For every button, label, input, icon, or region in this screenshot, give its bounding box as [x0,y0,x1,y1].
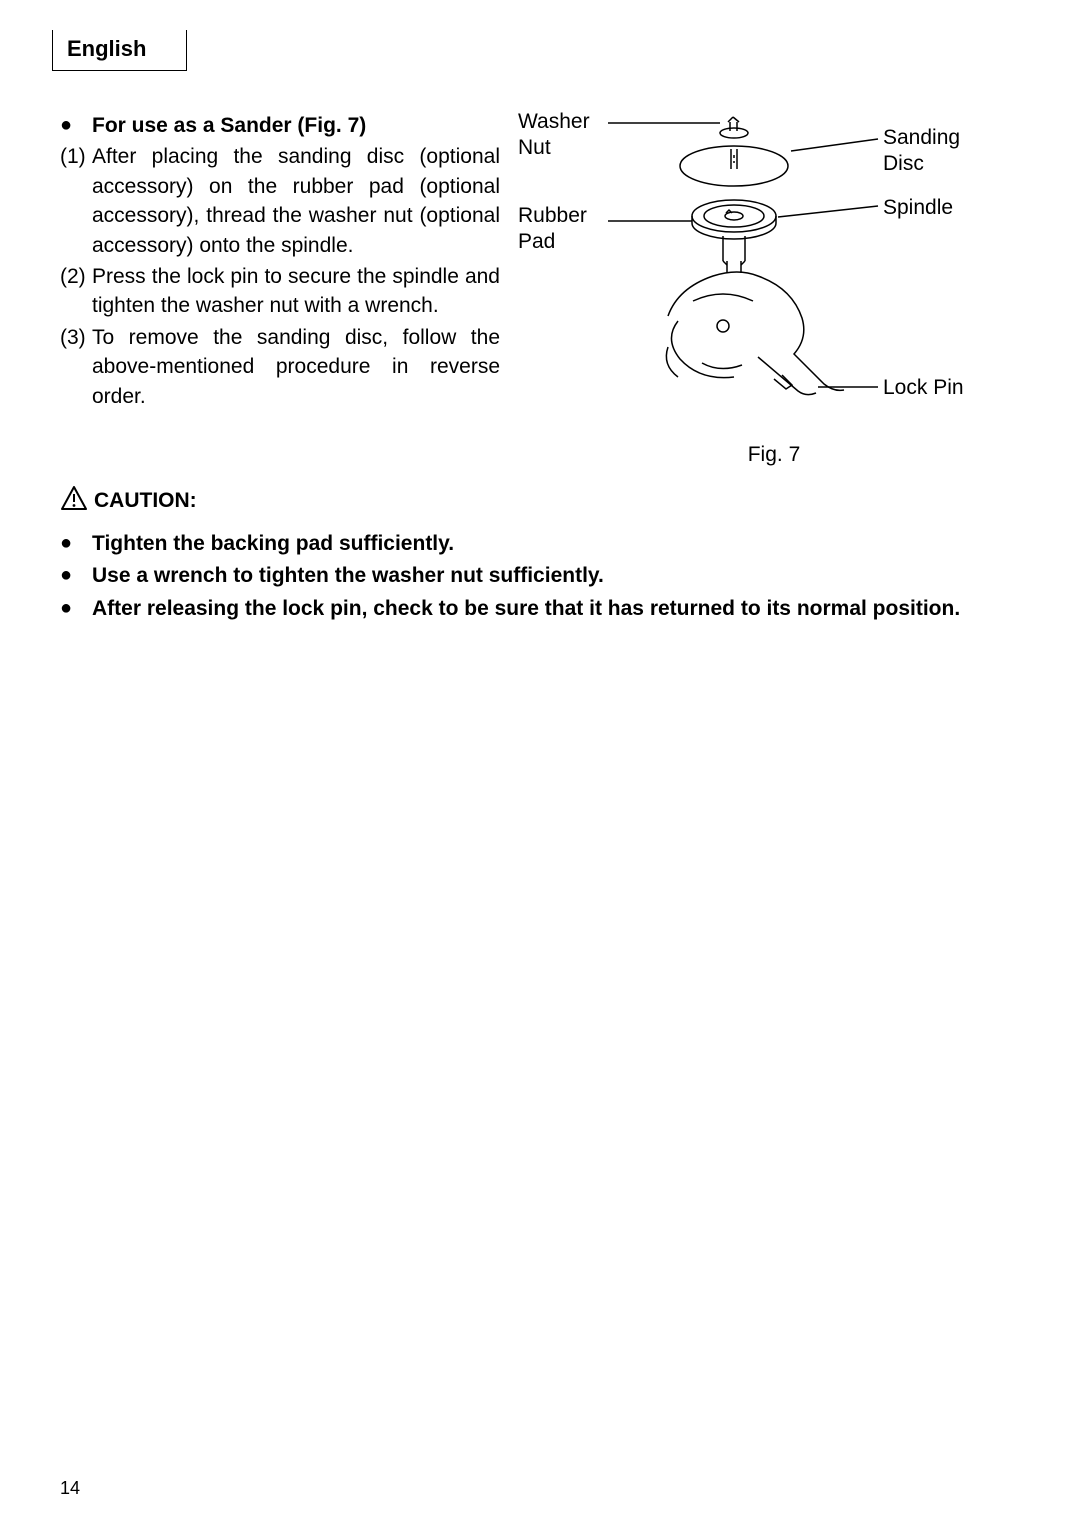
step-3: (3) To remove the sanding disc, follow t… [60,323,500,411]
step-text: Press the lock pin to secure the spindle… [92,262,500,321]
bullet-icon [60,594,92,623]
step-1: (1) After placing the sanding disc (opti… [60,142,500,260]
language-label: English [67,36,146,61]
caution-item: Tighten the backing pad sufficiently. [60,529,1030,559]
section-title-row: For use as a Sander (Fig. 7) [60,111,500,140]
step-number: (1) [60,142,92,171]
caution-item: Use a wrench to tighten the washer nut s… [60,561,1030,591]
caution-heading: CAUTION: [60,485,1030,517]
section-title: For use as a Sander (Fig. 7) [92,111,366,140]
label-sanding-disc: Sanding Disc [883,125,960,178]
bullet-icon [60,561,92,590]
page-number: 14 [60,1478,80,1499]
step-number: (2) [60,262,92,291]
content-row: For use as a Sander (Fig. 7) (1) After p… [60,111,1030,467]
caution-list: Tighten the backing pad sufficiently. Us… [60,529,1030,624]
step-text: After placing the sanding disc (optional… [92,142,500,260]
label-washer-nut: Washer Nut [518,109,590,162]
step-2: (2) Press the lock pin to secure the spi… [60,262,500,321]
step-number: (3) [60,323,92,352]
label-lock-pin: Lock Pin [883,375,964,401]
label-rubber-pad: Rubber Pad [518,203,587,256]
figure-caption: Fig. 7 [518,443,1030,467]
caution-text: Tighten the backing pad sufficiently. [92,529,454,559]
caution-item: After releasing the lock pin, check to b… [60,594,1030,624]
caution-text: Use a wrench to tighten the washer nut s… [92,561,604,591]
instructions-column: For use as a Sander (Fig. 7) (1) After p… [60,111,500,467]
label-spindle: Spindle [883,195,953,221]
step-text: To remove the sanding disc, follow the a… [92,323,500,411]
caution-text: After releasing the lock pin, check to b… [92,594,960,624]
language-tab: English [52,30,187,71]
figure-7: Washer Nut Rubber Pad Sanding Disc Spind… [518,111,1030,441]
bullet-icon [60,529,92,558]
warning-icon [60,485,88,517]
caution-label: CAUTION: [94,489,197,513]
figure-column: Washer Nut Rubber Pad Sanding Disc Spind… [518,111,1030,467]
bullet-icon [60,111,92,139]
